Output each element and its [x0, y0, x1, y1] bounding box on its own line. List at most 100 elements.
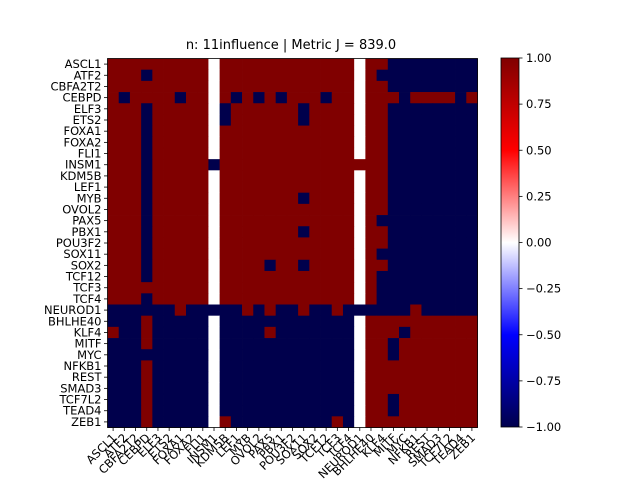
heatmap-cell-KLF4-CEBPD — [141, 326, 153, 339]
heatmap-cell-TCF12-MYC — [399, 270, 411, 283]
heatmap-cell-SOX11-ZEB1 — [466, 248, 478, 261]
heatmap-cell-TCF3-TCF7L2 — [443, 282, 456, 294]
heatmap-cell-ETS2-ASCL1 — [107, 114, 120, 126]
heatmap-cell-PAX5-ELF3 — [152, 215, 164, 227]
heatmap-cell-INSM1-CEBPD — [141, 159, 153, 171]
heatmap-cell-LEF1-SOX11 — [298, 181, 310, 194]
heatmap-cell-MYB-OVOL2 — [253, 192, 265, 205]
heatmap-cell-MYC-NFKB1 — [410, 349, 422, 361]
heatmap-cell-FOXA1-SOX11 — [298, 125, 310, 138]
heatmap-cell-CEBPD-CBFA2T2 — [129, 92, 142, 104]
heatmap-cell-INSM1-SMAD3 — [432, 159, 445, 171]
heatmap-cell-MITF-ETS2 — [163, 338, 176, 350]
heatmap-cell-ZEB1-LEF1 — [230, 416, 243, 428]
heatmap-cell-KLF4-ZEB1 — [466, 326, 478, 339]
heatmap-cell-KLF4-KLF4 — [376, 326, 389, 339]
heatmap-cell-INSM1-SOX2 — [309, 159, 321, 171]
heatmap-cell-NFKB1-ELF3 — [152, 360, 164, 372]
heatmap-cell-LEF1-INSM1 — [208, 181, 221, 194]
heatmap-cell-ETS2-ZEB1 — [466, 114, 478, 126]
heatmap-cell-ETS2-REST — [421, 114, 434, 126]
heatmap-cell-TEAD4-MITF — [387, 405, 400, 417]
heatmap-cell-PBX1-PBX1 — [275, 226, 288, 238]
heatmap-cell-REST-POU3F2 — [286, 371, 299, 384]
heatmap-cell-INSM1-PBX1 — [275, 159, 288, 171]
heatmap-cell-ELF3-SOX11 — [298, 103, 310, 115]
heatmap-cell-LEF1-KLF4 — [376, 181, 389, 194]
heatmap-cell-ATF2-TCF4 — [342, 69, 355, 82]
heatmap-cell-ATF2-ATF2 — [118, 69, 131, 82]
heatmap-cell-INSM1-NEUROD1 — [354, 159, 366, 171]
heatmap-cell-KDM5B-TCF3 — [331, 170, 344, 182]
heatmap-cell-KLF4-SOX11 — [298, 326, 310, 339]
heatmap-cell-ATF2-MYC — [399, 69, 411, 82]
heatmap-cell-ATF2-ASCL1 — [107, 69, 120, 82]
heatmap-cell-INSM1-NFKB1 — [410, 159, 422, 171]
heatmap-cell-SMAD3-ETS2 — [163, 382, 176, 395]
heatmap-cell-OVOL2-TCF7L2 — [443, 203, 456, 216]
heatmap-cell-MITF-TCF4 — [342, 338, 355, 350]
heatmap-cell-MYC-ELF3 — [152, 349, 164, 361]
heatmap-cell-TCF4-SOX2 — [309, 293, 321, 305]
heatmap-cell-INSM1-TCF7L2 — [443, 159, 456, 171]
heatmap-cell-TCF7L2-ETS2 — [163, 393, 176, 406]
heatmap-cell-ASCL1-CEBPD — [141, 58, 153, 71]
heatmap-cell-INSM1-ZEB1 — [466, 159, 478, 171]
heatmap-cell-BHLHE40-NFKB1 — [410, 315, 422, 328]
heatmap-cell-NEUROD1-FOXA1 — [174, 304, 187, 317]
heatmap-cell-ASCL1-TCF4 — [342, 58, 355, 71]
heatmap-cell-KLF4-FLI1 — [197, 326, 209, 339]
heatmap-cell-PAX5-MYC — [399, 215, 411, 227]
heatmap-cell-PAX5-ZEB1 — [466, 215, 478, 227]
colorbar-tick-label: 0.50 — [526, 143, 552, 157]
row-tick-label: KDM5B — [60, 169, 102, 183]
heatmap-cell-TCF4-TCF4 — [342, 293, 355, 305]
heatmap-cell-TEAD4-POU3F2 — [286, 405, 299, 417]
heatmap-cell-PBX1-NFKB1 — [410, 226, 422, 238]
heatmap-cell-REST-TCF7L2 — [443, 371, 456, 384]
heatmap-cell-ETS2-FOXA1 — [174, 114, 187, 126]
heatmap-cell-LEF1-MITF — [387, 181, 400, 194]
heatmap-cell-KDM5B-KDM5B — [219, 170, 232, 182]
heatmap-cell-TEAD4-ETS2 — [163, 405, 176, 417]
heatmap-cell-ELF3-NFKB1 — [410, 103, 422, 115]
heatmap-cell-SOX11-BHLHE40 — [365, 248, 377, 261]
heatmap-cell-REST-CBFA2T2 — [129, 371, 142, 384]
heatmap-cell-NFKB1-SOX11 — [298, 360, 310, 372]
heatmap-cell-FOXA2-LEF1 — [230, 136, 243, 149]
heatmap-cell-ELF3-KLF4 — [376, 103, 389, 115]
row-tick-label: NEUROD1 — [44, 303, 102, 317]
heatmap-cell-OVOL2-FOXA1 — [174, 203, 187, 216]
heatmap-cell-ASCL1-TCF3 — [331, 58, 344, 71]
heatmap-cell-ZEB1-NEUROD1 — [354, 416, 366, 428]
heatmap-cell-SOX11-FLI1 — [197, 248, 209, 261]
heatmap-cell-ASCL1-FOXA2 — [185, 58, 198, 71]
heatmap-cell-FOXA2-MYB — [242, 136, 254, 149]
heatmap-cell-OVOL2-CBFA2T2 — [129, 203, 142, 216]
heatmap-cell-SOX11-ELF3 — [152, 248, 164, 261]
heatmap-cell-ASCL1-MITF — [387, 58, 400, 71]
heatmap-cell-REST-PBX1 — [275, 371, 288, 384]
heatmap-cell-PBX1-MITF — [387, 226, 400, 238]
heatmap-cell-POU3F2-INSM1 — [208, 237, 221, 249]
heatmap-cell-MYB-PAX5 — [264, 192, 277, 205]
heatmap-cell-REST-OVOL2 — [253, 371, 265, 384]
heatmap-cell-ZEB1-TEAD4 — [455, 416, 467, 428]
heatmap-cell-MITF-NEUROD1 — [354, 338, 366, 350]
heatmap-cell-TCF7L2-CEBPD — [141, 393, 153, 406]
heatmap-cell-SOX11-PBX1 — [275, 248, 288, 261]
heatmap-cell-ZEB1-PAX5 — [264, 416, 277, 428]
heatmap-cell-PAX5-PBX1 — [275, 215, 288, 227]
heatmap-cell-FLI1-TCF7L2 — [443, 147, 456, 160]
heatmap-cell-TCF7L2-SOX2 — [309, 393, 321, 406]
heatmap-cell-CBFA2T2-OVOL2 — [253, 80, 265, 93]
heatmap-cell-SMAD3-FLI1 — [197, 382, 209, 395]
heatmap-cell-MYB-REST — [421, 192, 434, 205]
heatmap-cell-INSM1-FOXA1 — [174, 159, 187, 171]
heatmap-cell-CEBPD-KDM5B — [219, 92, 232, 104]
heatmap-cell-BHLHE40-MYB — [242, 315, 254, 328]
heatmap-cell-SMAD3-NFKB1 — [410, 382, 422, 395]
heatmap-cell-TCF4-MYC — [399, 293, 411, 305]
heatmap-cell-FOXA2-MITF — [387, 136, 400, 149]
heatmap-cell-TCF7L2-KLF4 — [376, 393, 389, 406]
